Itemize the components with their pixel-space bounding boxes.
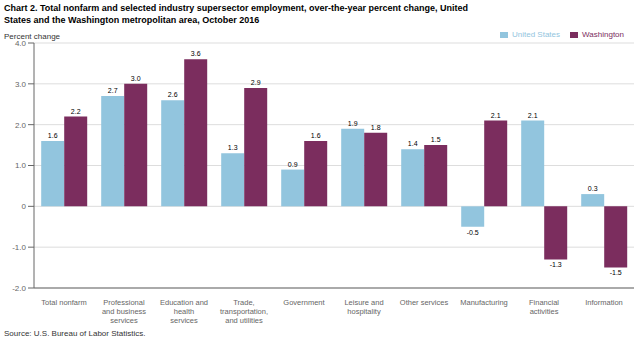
html-text:Percent change: Percent change	[4, 32, 60, 41]
svg-text:Total nonfarm: Total nonfarm	[41, 298, 86, 307]
html-text:States and the Washington metr: States and the Washington metropolitan a…	[4, 15, 260, 25]
svg-text:1.6: 1.6	[48, 132, 58, 139]
svg-text:1.8: 1.8	[371, 124, 381, 131]
svg-text:Other services: Other services	[400, 298, 449, 307]
svg-text:2.9: 2.9	[251, 79, 261, 86]
svg-text:Education andhealthservices: Education andhealthservices	[160, 298, 208, 325]
svg-text:-2.0: -2.0	[12, 284, 26, 293]
html-text:Chart 2. Total nonfarm and sel: Chart 2. Total nonfarm and selected indu…	[4, 3, 468, 13]
svg-text:0.3: 0.3	[588, 185, 598, 192]
svg-text:-0.5: -0.5	[467, 229, 479, 236]
html-text:United States: United States	[512, 30, 560, 39]
svg-text:-1.5: -1.5	[610, 269, 622, 276]
svg-text:2.7: 2.7	[108, 87, 118, 94]
svg-text:Leisure andhospitality: Leisure andhospitality	[344, 298, 383, 316]
html-text:Source: U.S. Bureau of Labor S: Source: U.S. Bureau of Labor Statistics.	[4, 329, 146, 338]
svg-text:1.0: 1.0	[15, 161, 27, 170]
svg-text:2.1: 2.1	[528, 112, 538, 119]
svg-text:1.3: 1.3	[228, 144, 238, 151]
svg-text:1.6: 1.6	[311, 132, 321, 139]
svg-text:2.6: 2.6	[168, 91, 178, 98]
svg-text:-1.3: -1.3	[550, 261, 562, 268]
svg-text:Manufacturing: Manufacturing	[460, 298, 508, 307]
svg-text:2.1: 2.1	[491, 112, 501, 119]
html-text:Washington: Washington	[582, 30, 624, 39]
svg-text:Financialactivities: Financialactivities	[529, 298, 559, 316]
svg-text:0: 0	[22, 202, 27, 211]
svg-text:1.5: 1.5	[431, 136, 441, 143]
svg-text:1.4: 1.4	[408, 140, 418, 147]
svg-text:4.0: 4.0	[15, 39, 27, 48]
svg-text:3.0: 3.0	[15, 80, 27, 89]
svg-text:1.9: 1.9	[348, 120, 358, 127]
svg-text:2.2: 2.2	[71, 108, 81, 115]
svg-text:Information: Information	[585, 298, 623, 307]
svg-text:0.9: 0.9	[288, 161, 298, 168]
svg-text:Professionaland businessservic: Professionaland businessservices	[102, 298, 146, 325]
svg-text:-1.0: -1.0	[12, 243, 26, 252]
svg-text:3.6: 3.6	[191, 50, 201, 57]
svg-text:3.0: 3.0	[131, 75, 141, 82]
svg-text:Trade,transportation,and utili: Trade,transportation,and utilities	[220, 298, 268, 325]
svg-text:Government: Government	[283, 298, 325, 307]
svg-text:2.0: 2.0	[15, 121, 27, 130]
